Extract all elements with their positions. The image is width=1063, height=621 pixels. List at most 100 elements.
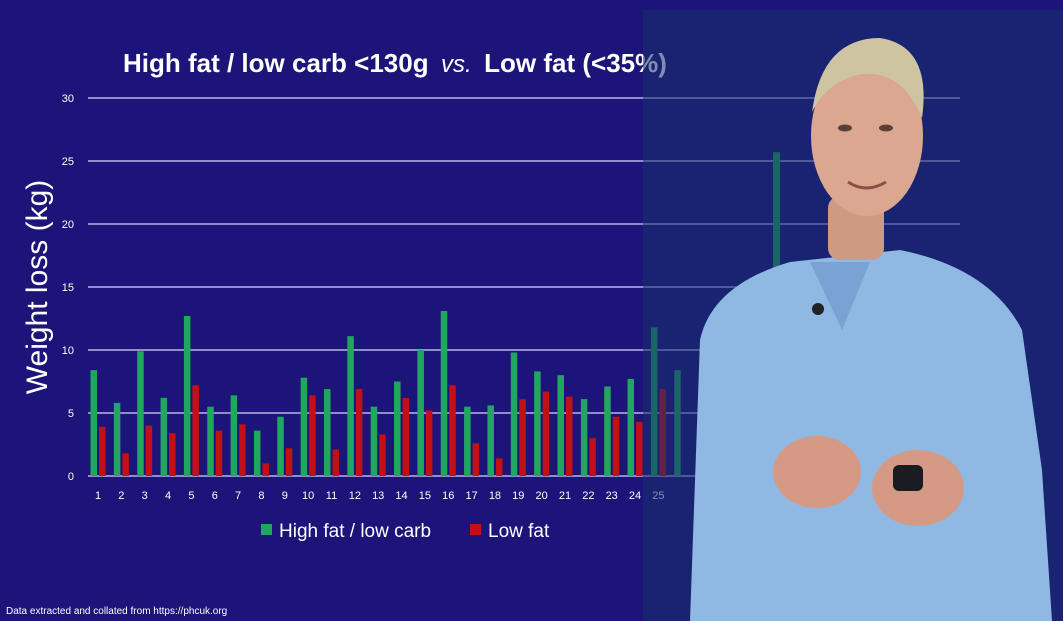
bar-low-fat-18 [495,458,503,476]
x-tick-label: 6 [212,490,218,502]
x-tick-label: 23 [606,490,618,502]
bar-low-fat-13 [379,434,386,476]
chart-title-part2: Low fat (<35%) [484,48,667,78]
x-tick-label: 15 [419,490,431,502]
x-tick-label: 20 [536,490,548,502]
presenter-remote [893,465,923,491]
bar-low-fat-3 [145,425,153,476]
presenter-left-hand [773,436,861,508]
presenter-collar [810,262,870,330]
x-tick-label: 8 [258,490,264,502]
bar-low-fat-19 [519,399,526,476]
bar-high-fat-7 [230,395,238,476]
presenter-shirt [690,250,1052,621]
x-tick-label: 10 [302,490,314,502]
y-tick-label: 10 [62,345,74,357]
x-tick-label: 17 [465,490,477,502]
x-tick-label: 14 [395,490,407,502]
bar-low-fat-8 [262,463,269,476]
bar-low-fat-5 [192,385,199,476]
legend-swatch-low-fat [470,524,481,535]
bar-high-fat-9 [277,416,284,476]
x-tick-label: 18 [489,490,501,502]
bar-high-fat-21 [557,375,564,476]
chart-title: High fat / low carb <130g vs. Low fat (<… [123,48,667,78]
x-tick-label: 24 [629,490,641,502]
bar-low-fat-20 [542,391,550,476]
legend-label-low-fat: Low fat [488,521,550,542]
x-tick-label: 16 [442,490,454,502]
bar-low-fat-15 [425,410,433,476]
bar-low-fat-21 [566,396,573,476]
bar-low-fat-7 [239,424,246,476]
bar-high-fat-8 [253,430,261,476]
x-tick-label: 21 [559,490,571,502]
source-note: Data extracted and collated from https:/… [6,606,227,617]
bar-high-fat-19 [510,352,518,476]
bar-high-fat-6 [207,406,214,476]
bar-low-fat-22 [589,438,596,476]
x-tick-label: 12 [349,490,361,502]
chart-title-vs: vs. [441,51,472,78]
bar-high-fat-12 [347,336,354,476]
bar-low-fat-11 [332,449,339,476]
y-tick-label: 0 [68,471,74,483]
y-tick-label: 20 [62,219,74,231]
bar-high-fat-22 [580,399,588,476]
presenter-mouth [847,180,887,190]
x-tick-label: 5 [188,490,194,502]
bar-high-fat-17 [464,406,471,476]
presenter-hair [812,38,924,118]
bar-low-fat-10 [309,395,316,476]
presenter-video [643,10,1063,621]
bars [90,152,780,476]
legend-swatch-high-fat [261,524,272,535]
bar-low-fat-9 [285,448,293,476]
bar-high-fat-1 [90,370,97,476]
bar-low-fat-6 [215,430,223,476]
x-tick-label: 7 [235,490,241,502]
bar-high-fat-4 [160,397,168,476]
legend: High fat / low carb Low fat [261,521,550,542]
bar-low-fat-17 [472,443,480,476]
y-tick-label: 30 [62,93,74,105]
bar-high-fat-14 [394,381,401,476]
bar-low-fat-23 [612,416,620,476]
x-tick-label: 2 [118,490,124,502]
bar-high-fat-20 [534,371,541,476]
x-tick-label: 19 [512,490,524,502]
bar-high-fat-15 [417,350,424,476]
chart-title-part1: High fat / low carb <130g [123,48,429,78]
bar-low-fat-14 [402,397,410,476]
x-tick-label: 4 [165,490,171,502]
bar-high-fat-23 [604,386,611,476]
bar-high-fat-11 [324,389,331,476]
x-tick-label: 9 [282,490,288,502]
presenter-face [811,56,923,216]
bar-low-fat-2 [122,453,129,476]
x-tick-label: 3 [142,490,148,502]
x-tick-label: 22 [582,490,594,502]
presenter-left-eye [838,124,852,132]
bar-high-fat-16 [440,310,448,476]
bar-low-fat-4 [169,433,176,476]
y-axis-title: Weight loss (kg) [21,180,54,395]
bar-high-fat-3 [137,351,144,476]
bar-high-fat-13 [370,406,378,476]
y-tick-label: 15 [62,282,74,294]
bar-low-fat-24 [636,421,643,476]
bar-low-fat-16 [449,385,456,476]
legend-label-high-fat: High fat / low carb [279,521,431,542]
bar-low-fat-12 [355,389,363,476]
x-tick-label: 11 [326,490,337,502]
bar-high-fat-24 [627,378,635,476]
bar-high-fat-18 [487,405,494,476]
presenter-right-eye [879,124,893,132]
y-axis-ticks: 0 5 10 15 20 25 30 [62,93,74,483]
bar-high-fat-10 [300,377,308,476]
x-tick-label: 1 [95,490,101,502]
presenter-microphone [812,303,824,315]
x-tick-label: 13 [372,490,384,502]
bar-high-fat-5 [183,315,191,476]
